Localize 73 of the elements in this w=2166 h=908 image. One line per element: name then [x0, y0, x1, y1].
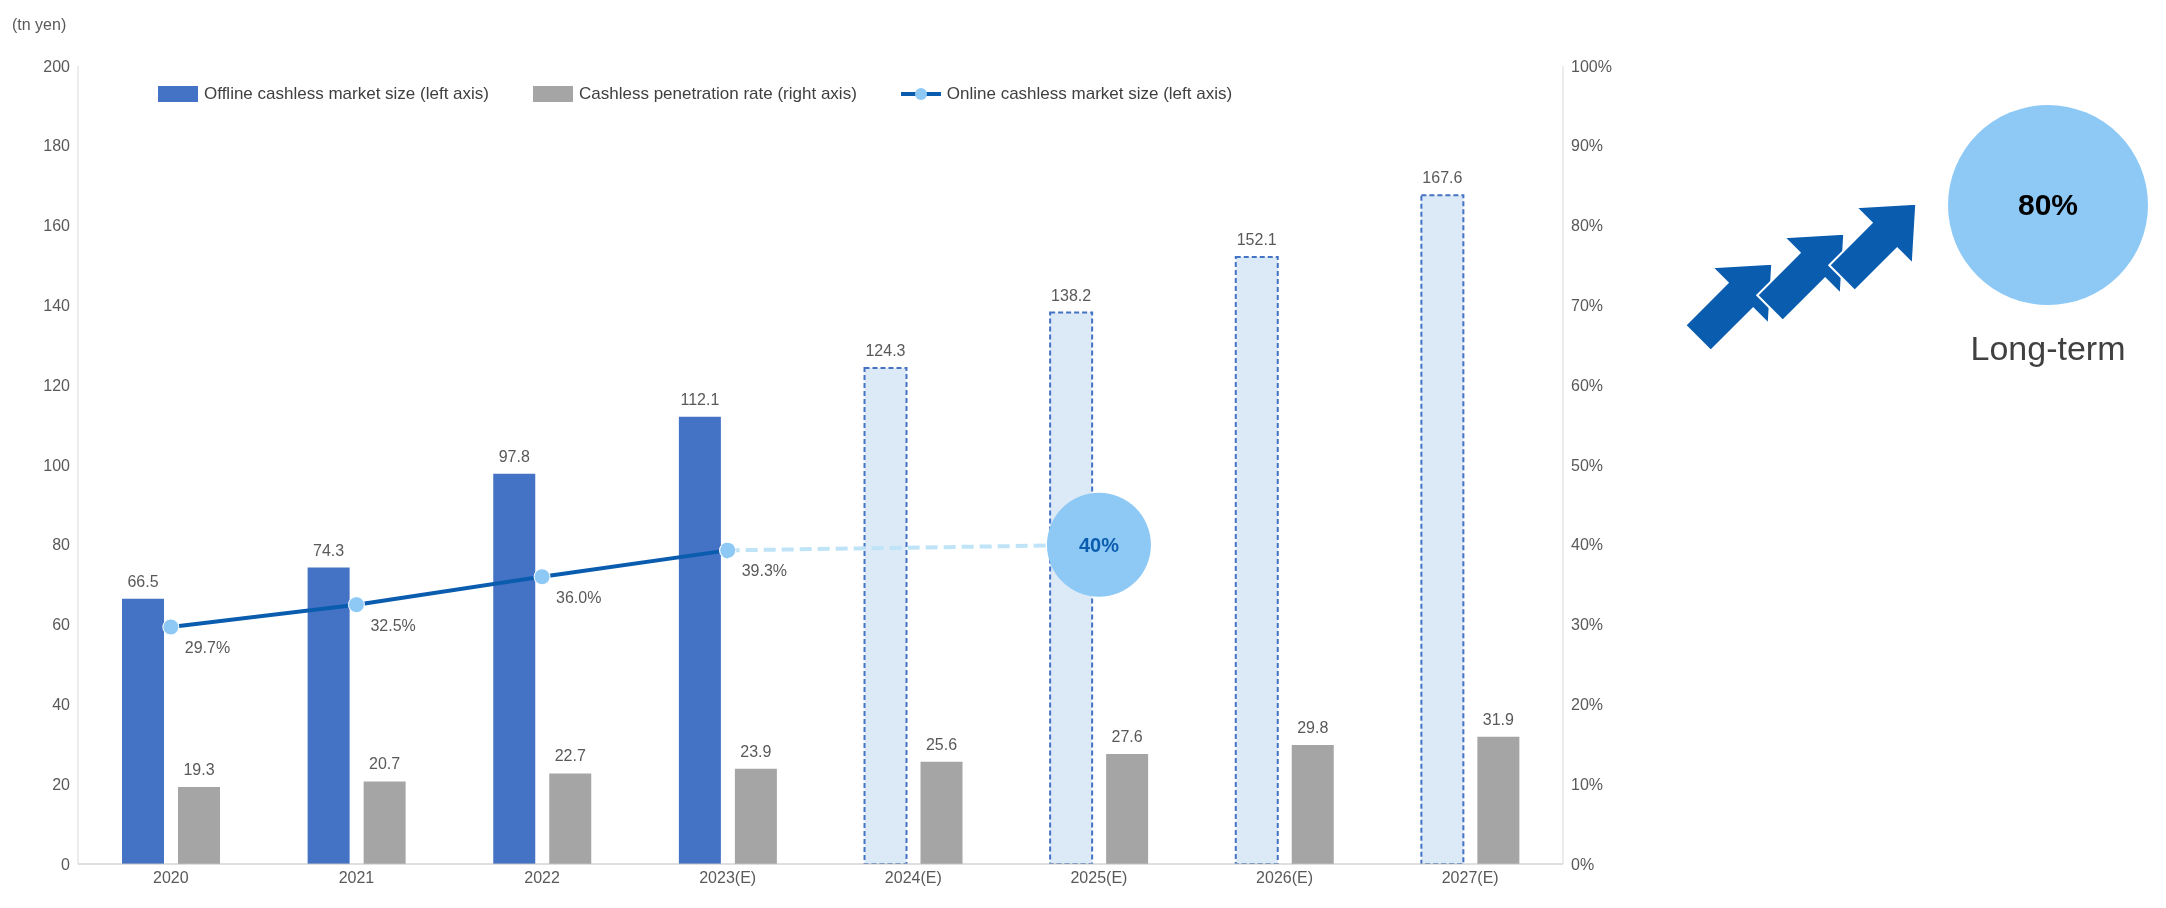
data-label: 27.6 [1111, 727, 1143, 745]
y-tick-label: 160 [43, 217, 71, 235]
data-label: 25.6 [925, 735, 958, 753]
data-label: 22.7 [554, 747, 586, 765]
bar [178, 786, 220, 864]
y-tick-label: 180 [43, 137, 71, 155]
bar [920, 761, 963, 864]
x-tick-label: 2027(E) [1441, 869, 1499, 887]
bar [734, 768, 777, 864]
y2-tick-label: 60% [1571, 376, 1604, 394]
x-tick-label: 2023(E) [699, 869, 757, 887]
bar [1420, 194, 1465, 864]
y2-tick-label: 90% [1571, 137, 1604, 155]
legend-label: Cashless penetration rate (right axis) [579, 84, 857, 104]
bar [122, 598, 164, 864]
x-tick-label: 2020 [153, 869, 189, 887]
y-tick-label: 140 [43, 297, 71, 315]
data-label: 167.6 [1422, 169, 1463, 187]
data-label: 36.0% [556, 588, 602, 606]
bar [863, 367, 908, 864]
data-label: 19.3 [183, 760, 215, 778]
data-label: 32.5% [370, 616, 416, 634]
y-tick-label: 200 [43, 57, 71, 75]
y-tick-label: 0 [61, 855, 71, 873]
data-label: 20.7 [369, 755, 401, 773]
data-label: 31.9 [1482, 710, 1515, 728]
y2-tick-label: 100% [1571, 57, 1612, 75]
y-tick-label: 120 [43, 376, 71, 394]
y2-tick-label: 10% [1571, 775, 1604, 793]
y2-tick-label: 70% [1571, 297, 1604, 315]
data-label: 124.3 [865, 342, 906, 360]
y2-tick-label: 50% [1571, 456, 1604, 474]
legend-label: Online cashless market size (left axis) [946, 84, 1233, 104]
bar [363, 781, 406, 864]
data-label: 97.8 [498, 447, 530, 465]
data-label: 138.2 [1051, 286, 1092, 304]
bar [1291, 745, 1334, 864]
y2-tick-label: 0% [1571, 855, 1595, 873]
x-tick-label: 2021 [338, 869, 375, 887]
y-tick-label: 20 [52, 775, 71, 793]
bar [493, 473, 536, 864]
data-label: 40% [1078, 533, 1120, 556]
legend-label: Offline cashless market size (left axis) [204, 84, 489, 104]
bar [1106, 753, 1149, 864]
y-tick-label: 80 [52, 536, 71, 554]
data-label: 112.1 [680, 390, 720, 408]
y2-tick-label: 30% [1571, 616, 1604, 634]
bar [549, 773, 592, 864]
y-axis-title: (tn yen) [12, 16, 67, 34]
x-tick-label: 2024(E) [884, 869, 942, 887]
text: Long-term [1970, 329, 2126, 367]
bar [678, 416, 721, 864]
data-label: 29.8 [1297, 719, 1329, 737]
y-tick-label: 100 [43, 456, 71, 474]
y2-tick-label: 80% [1571, 217, 1604, 235]
data-label: 152.1 [1236, 231, 1277, 249]
text: 80% [2017, 188, 2079, 221]
data-label: 29.7% [184, 638, 231, 656]
data-label: 23.9 [740, 742, 772, 760]
x-tick-label: 2022 [524, 869, 560, 887]
bar [307, 567, 350, 864]
data-label: 39.3% [741, 562, 788, 580]
bar [1477, 736, 1520, 864]
y2-tick-label: 40% [1571, 536, 1604, 554]
point [1046, 492, 1151, 597]
data-label: 66.5 [127, 572, 159, 590]
y2-tick-label: 20% [1571, 696, 1604, 714]
data-label: 74.3 [313, 541, 345, 559]
x-tick-label: 2026(E) [1256, 869, 1314, 887]
bar [1234, 256, 1279, 864]
x-tick-label: 2025(E) [1070, 869, 1128, 887]
y-tick-label: 60 [52, 616, 71, 634]
y-tick-label: 40 [52, 696, 71, 714]
